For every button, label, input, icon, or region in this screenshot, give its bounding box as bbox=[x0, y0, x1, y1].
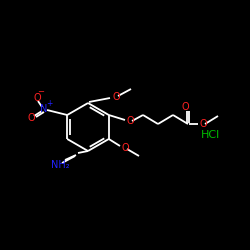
Text: −: − bbox=[38, 88, 44, 96]
Text: N: N bbox=[40, 104, 48, 114]
Text: O: O bbox=[121, 143, 129, 153]
Text: NH₂: NH₂ bbox=[51, 160, 69, 170]
Text: HCl: HCl bbox=[200, 130, 220, 140]
Text: O: O bbox=[27, 113, 35, 123]
Text: O: O bbox=[199, 119, 207, 129]
Text: O: O bbox=[126, 116, 134, 126]
Text: O: O bbox=[112, 92, 120, 102]
Text: O: O bbox=[33, 93, 41, 103]
Text: O: O bbox=[181, 102, 189, 112]
Text: +: + bbox=[46, 100, 52, 108]
